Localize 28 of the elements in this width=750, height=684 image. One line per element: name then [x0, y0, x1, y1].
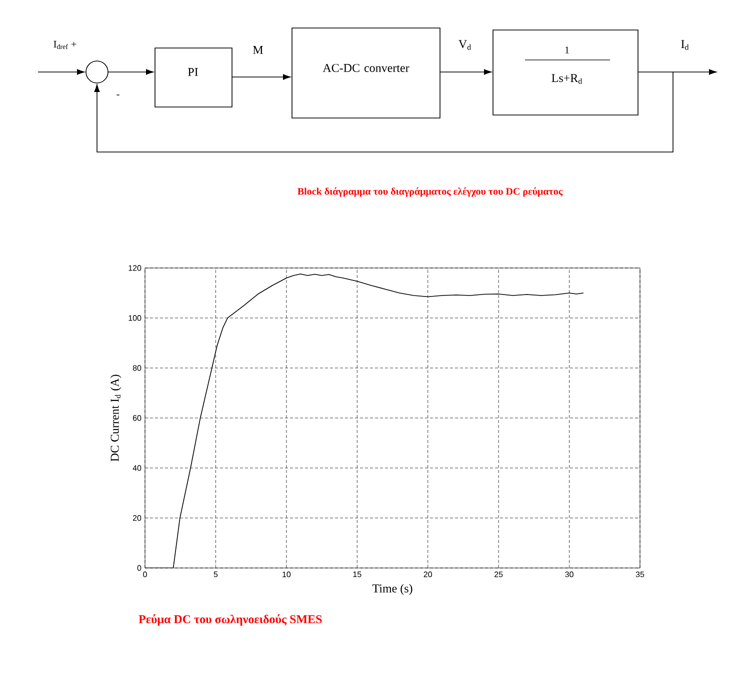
text: Block διάγραμμα του διαγράμματος ελέγχου του DC ρεύματος — [298, 187, 563, 197]
x-tick-label: 30 — [565, 572, 574, 578]
y-tick-label: 0 — [137, 565, 142, 571]
x-tick-label: 10 — [282, 572, 291, 578]
x-tick-label: 20 — [424, 572, 432, 578]
y-tick-label: 60 — [132, 415, 142, 421]
text: Ρεύμα DC του σωληνοειδούς SMES — [138, 614, 322, 626]
x-tick-label: 35 — [636, 572, 644, 578]
text: - — [116, 94, 120, 96]
text: PI — [188, 68, 198, 76]
text: 1 — [565, 46, 569, 54]
text: I$_{dref}$ + — [54, 40, 76, 50]
x-tick-label: 0 — [143, 572, 147, 578]
y-tick-label: 20 — [132, 515, 142, 521]
x-axis-title: Time (s) — [372, 584, 412, 595]
y-axis-title: DC Current I$_{d}$ (A) — [110, 374, 122, 462]
text: V$_{d}$ — [458, 40, 471, 50]
y-tick-label: 40 — [132, 465, 142, 471]
text: Ls+R$_{d}$ — [552, 74, 582, 84]
y-tick-label: 80 — [132, 365, 142, 371]
x-tick-label: 25 — [494, 572, 503, 578]
text: AC-DC converter — [322, 64, 410, 72]
text: M — [253, 46, 263, 54]
y-tick-label: 120 — [128, 265, 142, 271]
text: I$_{d}$ — [681, 40, 689, 50]
x-tick-label: 5 — [214, 572, 218, 578]
x-tick-label: 15 — [353, 572, 362, 578]
y-tick-label: 100 — [128, 315, 142, 321]
